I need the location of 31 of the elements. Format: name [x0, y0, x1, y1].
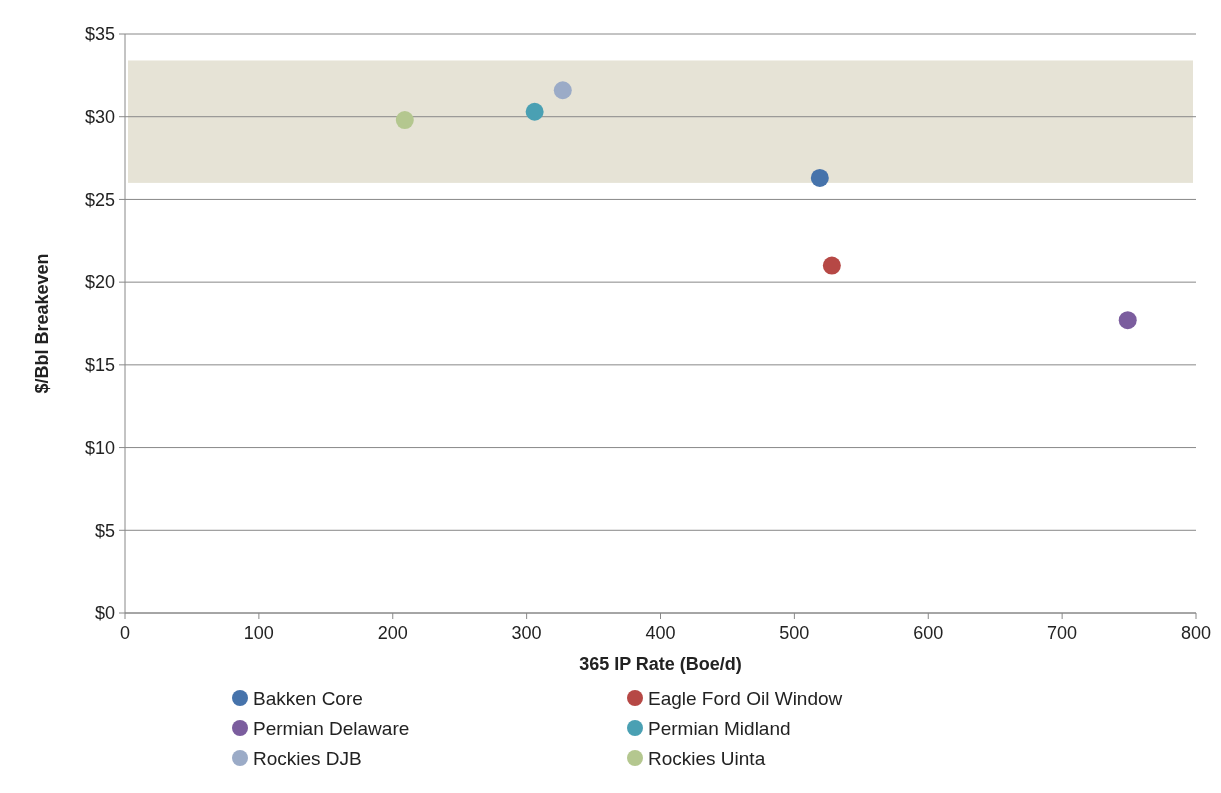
x-tick-label: 0	[119, 623, 131, 643]
legend-label: Eagle Ford Oil Window	[648, 687, 843, 709]
x-tick-label: 700	[1047, 623, 1078, 643]
x-tick-label: 800	[1180, 623, 1212, 643]
legend-label: Rockies Uinta	[648, 747, 766, 769]
legend-label: Permian Midland	[648, 717, 791, 739]
y-tick-label: $35	[84, 24, 115, 45]
point	[525, 102, 544, 121]
x-tick-label: 600	[913, 623, 944, 643]
x-tick-label: 100	[243, 623, 274, 643]
y-tick-label: $5	[94, 520, 115, 541]
point	[822, 256, 841, 275]
point	[395, 111, 414, 130]
point	[810, 168, 829, 187]
y-tick-label: $0	[94, 603, 115, 624]
point	[1118, 311, 1137, 330]
legend-label: Rockies DJB	[253, 747, 362, 769]
y-tick-label: $15	[84, 355, 115, 376]
y-tick-label: $10	[84, 437, 115, 458]
y-tick-label: $20	[84, 272, 115, 293]
y-tick-label: $25	[84, 189, 115, 210]
x-tick-label: 200	[377, 623, 408, 643]
x-tick-label: 300	[511, 623, 542, 643]
x-tick-label: 400	[645, 623, 676, 643]
point	[553, 81, 572, 100]
y-tick-label: $30	[84, 107, 115, 128]
y-axis-title: $/Bbl Breakeven	[32, 253, 52, 394]
legend-label: Bakken Core	[253, 687, 363, 709]
x-axis-title: 365 IP Rate (Boe/d)	[579, 654, 742, 674]
legend-label: Permian Delaware	[253, 717, 410, 739]
x-tick-label: 500	[779, 623, 810, 643]
